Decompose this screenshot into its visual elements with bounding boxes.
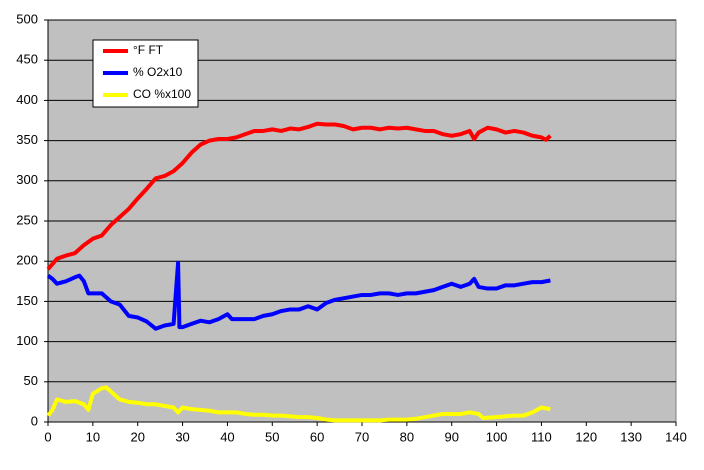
legend-label: CO %x100 bbox=[133, 87, 191, 101]
legend-label: °F FT bbox=[133, 43, 164, 57]
y-tick-label: 150 bbox=[16, 293, 38, 308]
x-tick-label: 120 bbox=[575, 429, 597, 444]
y-tick-label: 50 bbox=[24, 373, 38, 388]
series-line bbox=[46, 260, 551, 331]
legend-label: % O2x10 bbox=[133, 65, 183, 79]
x-tick-label: 100 bbox=[486, 429, 508, 444]
x-tick-label: 30 bbox=[175, 429, 189, 444]
x-tick-label: 70 bbox=[355, 429, 369, 444]
series-line bbox=[46, 385, 551, 423]
x-tick-label: 110 bbox=[531, 429, 552, 444]
y-tick-label: 500 bbox=[16, 11, 38, 26]
y-tick-label: 100 bbox=[16, 333, 38, 348]
x-tick-label: 60 bbox=[310, 429, 324, 444]
x-tick-label: 80 bbox=[400, 429, 414, 444]
y-tick-label: 250 bbox=[16, 212, 38, 227]
x-tick-label: 20 bbox=[130, 429, 144, 444]
y-tick-label: 300 bbox=[16, 172, 38, 187]
x-tick-label: 90 bbox=[444, 429, 458, 444]
y-tick-label: 400 bbox=[16, 92, 38, 107]
x-tick-label: 130 bbox=[620, 429, 642, 444]
x-tick-label: 50 bbox=[265, 429, 279, 444]
y-tick-label: 0 bbox=[31, 413, 38, 428]
y-tick-label: 450 bbox=[16, 52, 38, 67]
x-tick-label: 10 bbox=[86, 429, 100, 444]
series-line bbox=[46, 121, 552, 271]
x-tick-label: 140 bbox=[665, 429, 687, 444]
y-tick-label: 350 bbox=[16, 132, 38, 147]
x-tick-label: 0 bbox=[44, 429, 51, 444]
x-tick-label: 40 bbox=[220, 429, 234, 444]
y-tick-label: 200 bbox=[16, 253, 38, 268]
